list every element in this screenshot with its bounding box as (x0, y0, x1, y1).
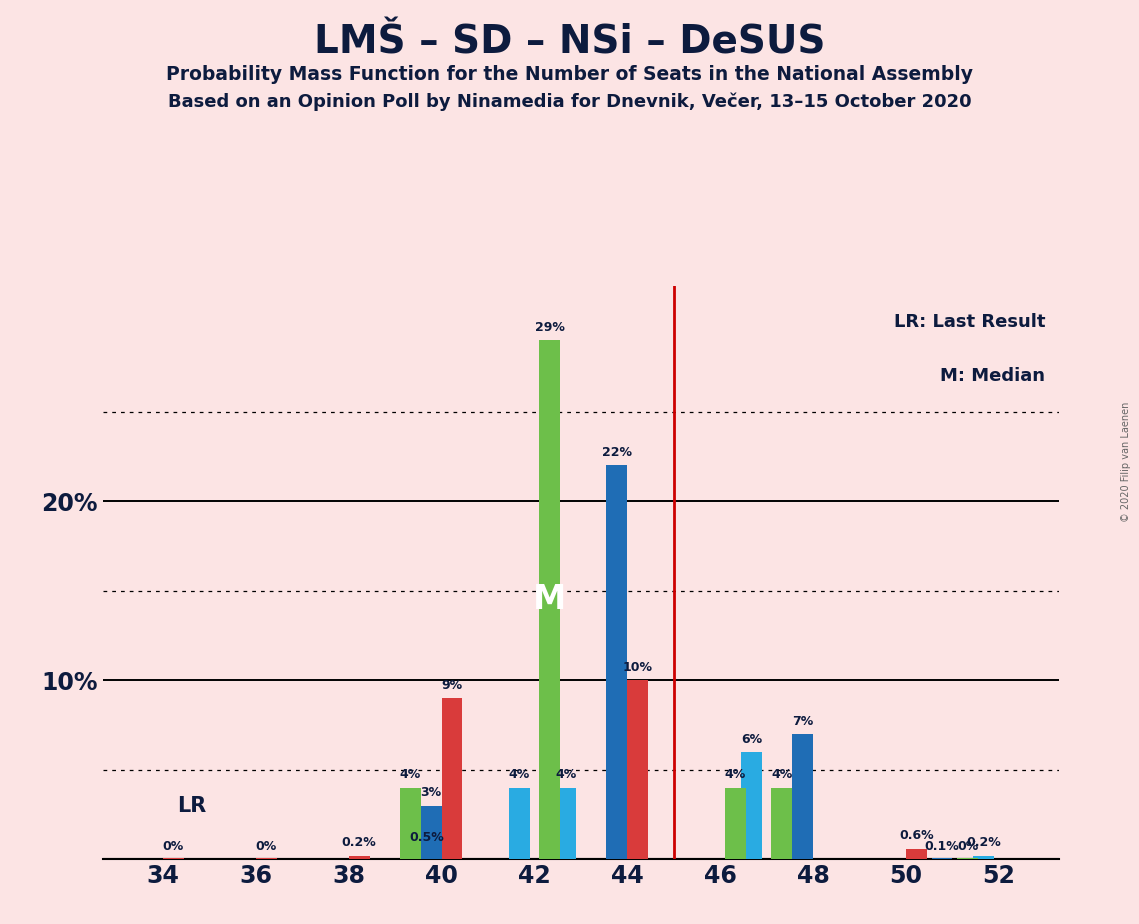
Text: Probability Mass Function for the Number of Seats in the National Assembly: Probability Mass Function for the Number… (166, 65, 973, 84)
Text: 0%: 0% (255, 840, 277, 853)
Text: 4%: 4% (400, 769, 420, 782)
Bar (416, 850, 437, 859)
Text: © 2020 Filip van Laenen: © 2020 Filip van Laenen (1121, 402, 1131, 522)
Bar (442, 699, 462, 859)
Text: LMŠ – SD – NSi – DeSUS: LMŠ – SD – NSi – DeSUS (313, 23, 826, 61)
Text: 0%: 0% (957, 840, 978, 853)
Text: 3%: 3% (420, 786, 442, 799)
Bar (793, 734, 813, 859)
Text: M: Median: M: Median (941, 367, 1046, 385)
Text: 0%: 0% (163, 840, 185, 853)
Text: M: M (533, 583, 566, 616)
Text: 0.5%: 0.5% (409, 831, 444, 845)
Text: 4%: 4% (771, 769, 793, 782)
Text: 29%: 29% (534, 321, 565, 334)
Bar (932, 857, 952, 859)
Text: 4%: 4% (509, 769, 530, 782)
Text: 0.2%: 0.2% (966, 836, 1001, 849)
Bar (400, 787, 420, 859)
Text: 22%: 22% (601, 446, 632, 459)
Text: LR: LR (177, 796, 206, 816)
Text: 9%: 9% (442, 679, 462, 692)
Bar (420, 806, 442, 859)
Text: 10%: 10% (623, 661, 653, 674)
Bar (906, 848, 927, 859)
Text: 4%: 4% (555, 769, 576, 782)
Bar (509, 787, 530, 859)
Bar (771, 787, 793, 859)
Bar (539, 340, 560, 859)
Bar (628, 680, 648, 859)
Bar (741, 752, 762, 859)
Bar (974, 856, 994, 859)
Text: 6%: 6% (741, 733, 762, 746)
Text: 0.2%: 0.2% (342, 836, 377, 849)
Text: 7%: 7% (792, 715, 813, 728)
Text: 4%: 4% (724, 769, 746, 782)
Bar (606, 466, 628, 859)
Text: LR: Last Result: LR: Last Result (894, 313, 1046, 332)
Text: 0.1%: 0.1% (925, 840, 959, 853)
Bar (724, 787, 746, 859)
Bar (349, 856, 369, 859)
Text: Based on an Opinion Poll by Ninamedia for Dnevnik, Večer, 13–15 October 2020: Based on an Opinion Poll by Ninamedia fo… (167, 92, 972, 111)
Text: 0.6%: 0.6% (899, 830, 934, 843)
Bar (556, 787, 576, 859)
